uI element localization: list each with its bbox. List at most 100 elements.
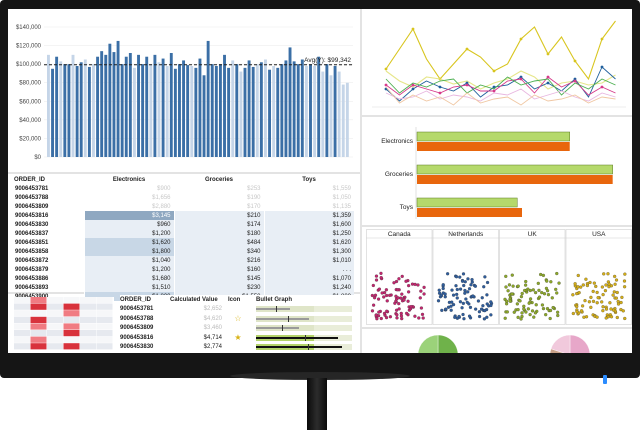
bar[interactable]	[341, 84, 345, 157]
table-row[interactable]: 9006453816 $3,145 $210 $1,359	[14, 211, 354, 220]
scatter-point[interactable]	[449, 304, 453, 308]
scatter-point[interactable]	[579, 285, 583, 289]
scatter-point[interactable]	[622, 279, 627, 283]
bar[interactable]	[231, 60, 235, 157]
scatter-point[interactable]	[556, 313, 560, 318]
column-header-order-id[interactable]: ORDER_ID	[120, 296, 152, 303]
scatter-point[interactable]	[533, 290, 538, 295]
scatter-point[interactable]	[506, 289, 510, 293]
scatter-point[interactable]	[609, 284, 614, 288]
scatter-point[interactable]	[550, 296, 554, 300]
data-point[interactable]	[492, 89, 496, 93]
scatter-point[interactable]	[601, 305, 605, 309]
bar[interactable]	[79, 62, 83, 157]
scatter-point[interactable]	[511, 284, 515, 288]
scatter-point[interactable]	[489, 300, 493, 304]
column-header-bullet-graph[interactable]: Bullet Graph	[256, 296, 293, 303]
scatter-point[interactable]	[584, 315, 589, 319]
bar[interactable]	[120, 64, 124, 157]
scatter-point[interactable]	[467, 314, 472, 318]
scatter-point[interactable]	[524, 279, 528, 284]
data-point[interactable]	[411, 87, 415, 91]
scatter-point[interactable]	[373, 293, 378, 297]
bar[interactable]	[272, 66, 276, 157]
scatter-point[interactable]	[406, 299, 410, 303]
scatter-point[interactable]	[379, 316, 383, 321]
scatter-point[interactable]	[537, 295, 542, 299]
bar[interactable]	[251, 66, 255, 157]
scatter-point[interactable]	[477, 314, 482, 319]
scatter-point[interactable]	[545, 279, 549, 283]
scatter-point[interactable]	[609, 315, 614, 319]
scatter-point[interactable]	[376, 314, 381, 318]
bar[interactable]	[288, 47, 292, 157]
scatter-point[interactable]	[551, 305, 555, 310]
bar[interactable]	[198, 58, 202, 158]
scatter-point[interactable]	[437, 291, 442, 295]
scatter-point[interactable]	[458, 300, 463, 304]
bar[interactable]	[153, 54, 157, 157]
scatter-point[interactable]	[406, 290, 411, 294]
bar[interactable]	[100, 51, 104, 158]
bar[interactable]	[51, 68, 54, 157]
scatter-point[interactable]	[576, 273, 580, 278]
bar[interactable]	[337, 71, 341, 157]
bar[interactable]	[206, 40, 210, 157]
data-point[interactable]	[438, 91, 442, 95]
scatter-point[interactable]	[388, 293, 392, 298]
scatter-point[interactable]	[380, 291, 384, 295]
pie-slice[interactable]	[564, 334, 591, 353]
data-point[interactable]	[384, 83, 388, 87]
scatter-point[interactable]	[468, 305, 473, 310]
scatter-point[interactable]	[541, 306, 546, 311]
table-row[interactable]: 9006453886 $1,680 $145 $1,070	[14, 274, 354, 283]
scatter-point[interactable]	[537, 288, 541, 292]
table-row[interactable]: 9006453837 $1,200 $180 $1,250	[14, 229, 354, 238]
scatter-point[interactable]	[392, 281, 396, 285]
data-point[interactable]	[438, 85, 442, 89]
table-row[interactable]: 9006453788 $4,620 ☆	[120, 314, 356, 324]
scatter-point[interactable]	[370, 293, 375, 298]
bar[interactable]	[417, 142, 570, 151]
scatter-point[interactable]	[454, 275, 459, 279]
bar[interactable]	[218, 64, 222, 157]
bar[interactable]	[71, 54, 75, 157]
scatter-point[interactable]	[399, 296, 403, 300]
scatter-point[interactable]	[531, 288, 535, 292]
scatter-point[interactable]	[534, 303, 538, 307]
scatter-point[interactable]	[445, 272, 450, 276]
bar[interactable]	[300, 59, 304, 158]
scatter-point[interactable]	[587, 300, 591, 304]
bar[interactable]	[83, 59, 87, 158]
scatter-point[interactable]	[384, 293, 389, 298]
scatter-point[interactable]	[409, 305, 413, 309]
bar[interactable]	[239, 71, 243, 157]
scatter-point[interactable]	[483, 309, 487, 313]
scatter-point[interactable]	[437, 288, 441, 292]
scatter-point[interactable]	[394, 294, 398, 298]
scatter-point[interactable]	[371, 283, 375, 288]
scatter-point[interactable]	[606, 272, 610, 276]
pie-slice[interactable]	[437, 334, 459, 353]
bar[interactable]	[210, 64, 214, 157]
bar[interactable]	[268, 69, 272, 157]
bar[interactable]	[284, 60, 288, 157]
scatter-point[interactable]	[399, 314, 404, 318]
bar[interactable]	[321, 71, 325, 157]
scatter-point[interactable]	[595, 290, 599, 295]
bar[interactable]	[333, 66, 337, 157]
scatter-point[interactable]	[520, 311, 524, 315]
table-row[interactable]: 9006453893 $1,510 $230 $1,240	[14, 283, 354, 292]
bar[interactable]	[169, 53, 173, 157]
scatter-point[interactable]	[418, 296, 422, 300]
data-point[interactable]	[546, 75, 550, 79]
scatter-point[interactable]	[453, 315, 457, 319]
data-point[interactable]	[573, 79, 577, 83]
scatter-point[interactable]	[422, 285, 426, 289]
scatter-point[interactable]	[581, 283, 585, 287]
bar[interactable]	[190, 66, 194, 157]
bar[interactable]	[235, 64, 239, 157]
bar[interactable]	[63, 64, 67, 157]
bar[interactable]	[304, 66, 308, 157]
bar[interactable]	[141, 64, 145, 157]
